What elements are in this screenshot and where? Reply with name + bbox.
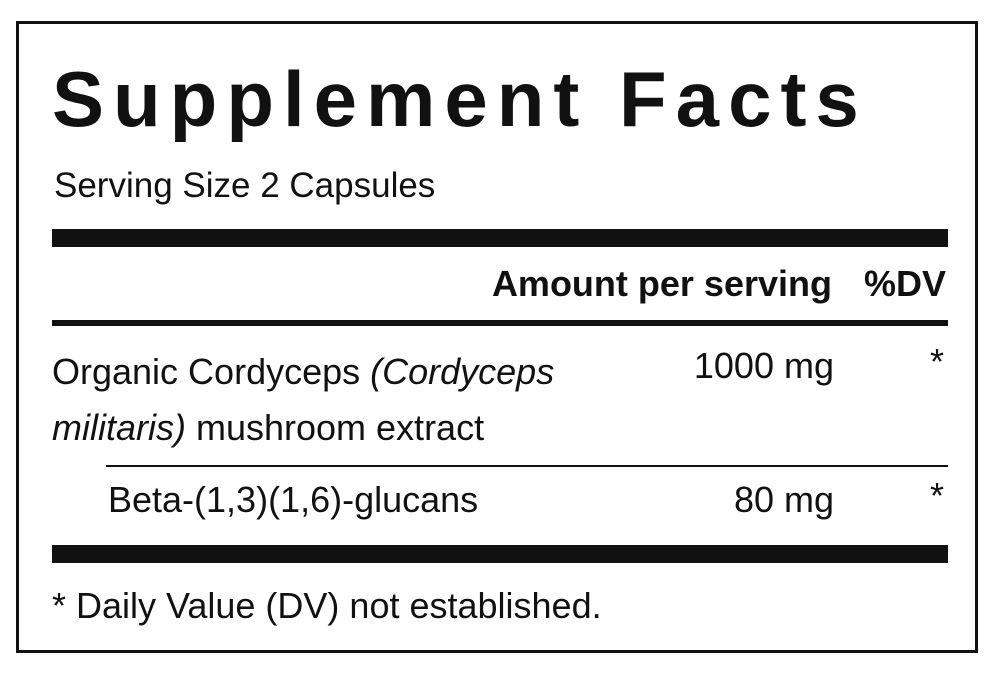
footnote: * Daily Value (DV) not established.: [52, 585, 602, 626]
thin-divider: [106, 465, 948, 467]
name-rest: mushroom extract: [185, 407, 485, 448]
serving-size: Serving Size 2 Capsules: [54, 166, 436, 205]
medium-divider: [52, 320, 948, 326]
label-border: [16, 21, 978, 653]
thick-divider-bottom: [52, 545, 948, 563]
row-glucans-dv: *: [929, 475, 944, 516]
dv-header: %DV: [863, 263, 946, 304]
row-glucans-amount: 80 mg: [733, 479, 834, 520]
amount-header: Amount per serving: [491, 263, 832, 304]
panel-title: Supplement Facts: [52, 55, 868, 143]
thick-divider: [52, 229, 948, 247]
row-glucans-name: Beta-(1,3)(1,6)-glucans: [108, 479, 479, 520]
row-cordyceps-amount: 1000 mg: [693, 345, 834, 386]
row-cordyceps-dv: *: [929, 341, 944, 382]
latin-name: (Cordyceps militaris): [52, 351, 555, 448]
row-cordyceps-name: Organic Cordyceps (Cordyceps militaris) …: [52, 344, 612, 456]
name-text: Organic Cordyceps: [52, 351, 371, 392]
